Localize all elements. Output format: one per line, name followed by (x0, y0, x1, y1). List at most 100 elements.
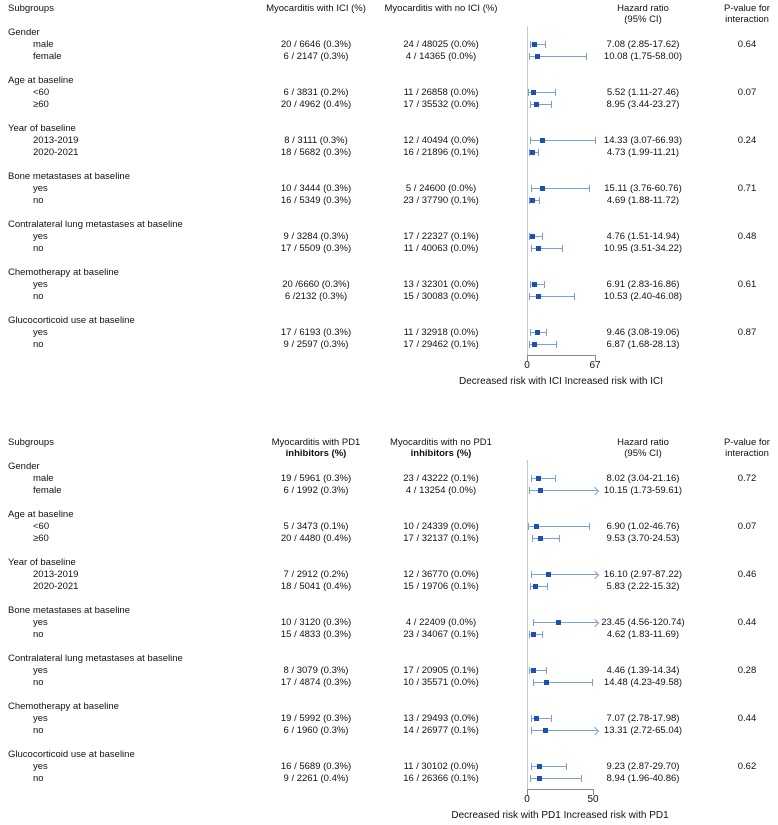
arm1-value: 18 / 5682 (0.3%) (280, 147, 352, 158)
hazard-ratio-value: 7.07 (2.78-17.98) (606, 713, 680, 724)
arm2-value: 23 / 43222 (0.1%) (403, 473, 479, 484)
hr-marker (546, 572, 552, 577)
arm2-value: 14 / 26977 (0.1%) (403, 725, 479, 736)
hazard-ratio-value: 9.23 (2.87-29.70) (606, 761, 680, 772)
reference-line (527, 26, 528, 355)
column-header-hazard-ratio: Hazard ratio (95% CI) (617, 3, 669, 25)
ci-whisker (530, 248, 562, 249)
arm2-value: 13 / 32301 (0.0%) (403, 279, 479, 290)
x-axis-caption: Decreased risk with ICI Increased risk w… (459, 376, 663, 387)
hr-marker (529, 150, 535, 155)
row-label: <60 (33, 87, 50, 98)
arm1-value: 8 / 3111 (0.3%) (284, 135, 348, 146)
ci-whisker (529, 778, 581, 779)
x-axis-tick-label-max: 50 (587, 794, 599, 805)
ci-cap-low (530, 763, 532, 770)
row-label: no (33, 195, 44, 206)
hazard-ratio-value: 5.52 (1.11-27.46) (606, 87, 680, 98)
column-header-subgroups: Subgroups (8, 3, 54, 14)
group-label: Contralateral lung metastases at baselin… (8, 653, 183, 664)
hazard-ratio-value: 13.31 (2.72-65.04) (603, 725, 683, 736)
arm2-value: 11 / 30102 (0.0%) (403, 761, 479, 772)
column-header-myocarditis-no-ici: Myocarditis with no ICI (%) (384, 3, 498, 14)
ci-cap-low (528, 197, 530, 204)
hr-marker (531, 632, 537, 637)
hr-marker (539, 138, 545, 143)
hr-marker (532, 282, 537, 287)
p-value: 0.72 (737, 473, 757, 484)
ci-whisker (530, 574, 597, 575)
ci-cap-high (585, 53, 587, 60)
hazard-ratio-value: 9.53 (3.70-24.53) (606, 533, 680, 544)
row-label: yes (33, 279, 48, 290)
hazard-ratio-value: 8.02 (3.04-21.16) (606, 473, 680, 484)
arm2-value: 16 / 26366 (0.1%) (403, 773, 479, 784)
hazard-ratio-value: 10.53 (2.40-46.08) (603, 291, 683, 302)
column-header-myocarditis-with-ici: Myocarditis with ICI (%) (266, 3, 366, 14)
arm1-value: 6 /2132 (0.3%) (284, 291, 348, 302)
p-value: 0.44 (737, 713, 757, 724)
row-label: no (33, 243, 44, 254)
ci-cap-low (529, 281, 531, 288)
reference-line (527, 460, 528, 789)
arm2-value: 11 / 26858 (0.0%) (403, 87, 479, 98)
hazard-ratio-value: 6.90 (1.02-46.76) (606, 521, 680, 532)
hazard-ratio-value: 14.48 (4.23-49.58) (603, 677, 683, 688)
hr-marker (532, 42, 538, 47)
forest-plot-pd1: Subgroups Myocarditis with PD1 inhibitor… (0, 434, 778, 825)
arm1-value: 6 / 1960 (0.3%) (283, 725, 349, 736)
arm2-value: 4 / 22409 (0.0%) (405, 617, 477, 628)
arm1-value: 5 / 3473 (0.1%) (283, 521, 349, 532)
row-label: female (33, 51, 62, 62)
group-label: Gender (8, 27, 40, 38)
arm2-value: 11 / 32918 (0.0%) (403, 327, 479, 338)
ci-whisker (528, 92, 555, 93)
arm1-value: 16 / 5689 (0.3%) (280, 761, 352, 772)
hazard-ratio-value: 7.08 (2.85-17.62) (606, 39, 680, 50)
row-label: no (33, 677, 44, 688)
row-label: yes (33, 713, 48, 724)
x-axis-tick-min (527, 355, 528, 361)
arm1-value: 17 / 4874 (0.3%) (280, 677, 352, 688)
ci-cap-low (529, 41, 531, 48)
ci-cap-high (559, 535, 561, 542)
ci-cap-high (594, 137, 596, 144)
ci-cap-low (530, 329, 532, 336)
p-value: 0.07 (737, 87, 757, 98)
row-label: yes (33, 231, 48, 242)
ci-cap-low (530, 571, 532, 578)
ci-whisker (530, 730, 597, 731)
ci-cap-low (530, 137, 532, 144)
arm1-value: 6 / 2147 (0.3%) (283, 51, 349, 62)
ci-whisker (530, 766, 567, 767)
ci-cap-low (528, 341, 530, 348)
arm1-value: 9 / 3284 (0.3%) (283, 231, 349, 242)
hazard-ratio-value: 10.08 (1.75-58.00) (603, 51, 683, 62)
hr-marker (537, 764, 543, 769)
ci-cap-low (529, 487, 531, 494)
ci-cap-low (528, 233, 530, 240)
ci-whisker (529, 44, 545, 45)
x-axis-caption: Decreased risk with PD1 Increased risk w… (451, 810, 669, 821)
hr-marker (534, 330, 540, 335)
row-label: 2013-2019 (33, 135, 79, 146)
group-label: Glucocorticoid use at baseline (8, 749, 135, 760)
ci-cap-high (566, 763, 568, 770)
group-label: Age at baseline (8, 75, 74, 86)
ci-whisker (528, 670, 546, 671)
hazard-ratio-value: 4.76 (1.51-14.94) (606, 231, 680, 242)
ci-whisker (529, 586, 548, 587)
ci-cap-high (550, 715, 552, 722)
group-label: Year of baseline (8, 123, 76, 134)
hr-marker (530, 90, 536, 95)
p-value: 0.64 (737, 39, 757, 50)
hazard-ratio-value: 15.11 (3.76-60.76) (604, 183, 682, 194)
arm2-value: 13 / 29493 (0.0%) (403, 713, 479, 724)
group-label: Chemotherapy at baseline (8, 267, 119, 278)
column-header-p-value: P-value for interaction (724, 437, 770, 459)
row-label: female (33, 485, 62, 496)
arm1-value: 18 / 5041 (0.4%) (280, 581, 352, 592)
arm2-value: 24 / 48025 (0.0%) (403, 39, 479, 50)
hr-marker (534, 716, 540, 721)
ci-cap-low (530, 185, 532, 192)
